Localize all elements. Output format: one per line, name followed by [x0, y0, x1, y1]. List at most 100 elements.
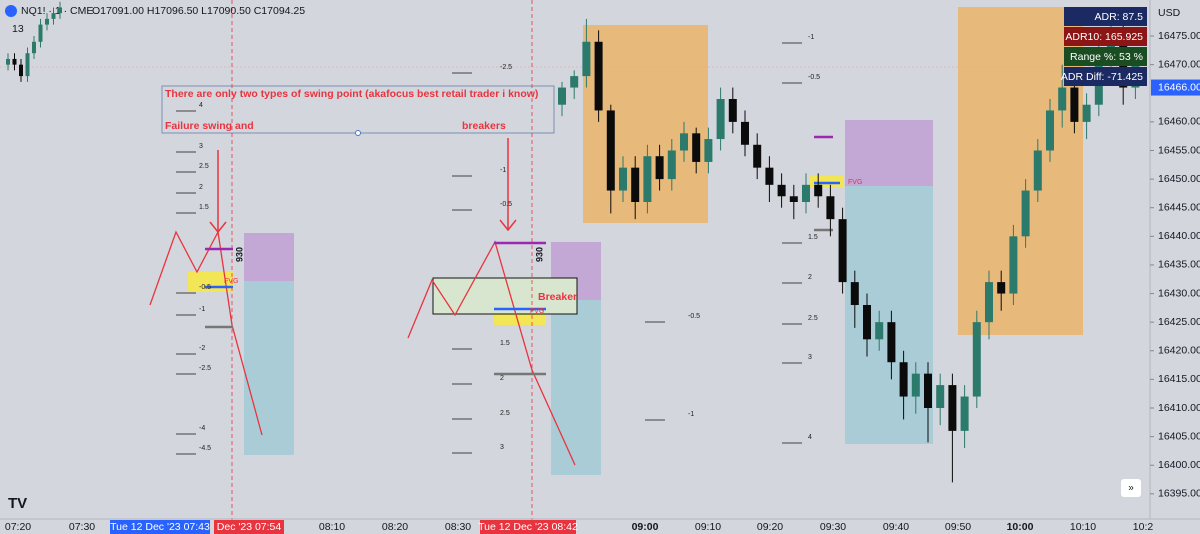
fib-label: 1.5 [808, 234, 818, 241]
candle-body [594, 41, 603, 111]
fib-label: -1 [808, 34, 814, 41]
time-marker-label: Tue 12 Dec '23 07:43 [110, 521, 210, 533]
candle-body [985, 282, 993, 323]
x-tick-label: 10:10 [1070, 521, 1096, 533]
candle-body [789, 196, 798, 202]
candle-body [6, 58, 10, 65]
swing-path [407, 240, 576, 466]
arrow [209, 221, 227, 234]
candle-body [45, 18, 49, 25]
scroll-button[interactable] [1121, 479, 1141, 497]
candle-body [777, 184, 786, 197]
y-tick-label: 16395.00 [1158, 488, 1200, 500]
x-tick-label: 09:30 [820, 521, 846, 533]
fib-label: 2.5 [808, 315, 818, 322]
fib-label: 1.5 [199, 204, 209, 211]
candle-body [960, 396, 969, 431]
candle-body [875, 322, 884, 340]
candle-body [692, 133, 701, 162]
fib-label: -1 [500, 167, 506, 174]
discount-box [845, 186, 933, 444]
headline: There are only two types of swing point … [165, 88, 538, 100]
candle-body [570, 76, 579, 88]
candle-body [1082, 104, 1091, 122]
indicator-count: 13 [12, 23, 24, 35]
fib-label: 2 [808, 274, 812, 281]
candle-body [997, 282, 1006, 294]
candle-body [802, 184, 810, 202]
y-tick-label: 16450.00 [1158, 173, 1200, 185]
candle-body [1058, 87, 1067, 111]
candle-body [1021, 190, 1030, 237]
scroll-icon[interactable]: » [1128, 483, 1134, 494]
candle-body [863, 304, 871, 340]
candle-body [911, 373, 920, 397]
candle-body [887, 322, 896, 363]
y-tick-label: 16470.00 [1158, 58, 1200, 70]
session-box [958, 7, 1083, 335]
x-tick-label: 10:2 [1133, 521, 1154, 533]
y-tick-label: 16475.00 [1158, 30, 1200, 42]
candle-body [680, 133, 688, 151]
fib-label: 2.5 [500, 410, 510, 417]
candle-body [1009, 236, 1018, 294]
x-tick-label: 09:40 [883, 521, 909, 533]
candle-body [667, 150, 676, 180]
candle-body [606, 110, 615, 191]
fib-label: -2.5 [199, 365, 211, 372]
stat-cell [1064, 27, 1147, 46]
x-tick-label: 10:00 [1007, 521, 1034, 533]
open-label: 930 [234, 247, 244, 262]
fib-label: 2 [500, 375, 504, 382]
y-tick-label: 16410.00 [1158, 402, 1200, 414]
fib-label: 4 [808, 434, 812, 441]
fib-label: -1 [688, 411, 694, 418]
candle-body [38, 24, 43, 42]
stat-cell [1064, 67, 1147, 86]
candle-body [728, 98, 737, 122]
candle-body [631, 167, 640, 202]
open-label: 930 [534, 247, 544, 262]
candle-body [643, 156, 652, 202]
y-tick-label: 16405.00 [1158, 430, 1200, 442]
y-tick-label: 16425.00 [1158, 316, 1200, 328]
candle-body [924, 373, 932, 408]
y-tick-label: 16460.00 [1158, 116, 1200, 128]
y-tick-label: 16415.00 [1158, 373, 1200, 385]
premium-box [845, 120, 933, 186]
candle-body [899, 362, 908, 397]
x-tick-label: 07:30 [69, 521, 95, 533]
candle-body [32, 41, 36, 54]
candle-body [826, 196, 835, 220]
candle-body [655, 156, 664, 180]
candle-body [948, 385, 957, 431]
candle-body [936, 385, 945, 408]
candle-body [1070, 87, 1079, 122]
note: breakers [462, 120, 506, 132]
fvg-label: FVG [530, 308, 544, 315]
fib-label: -2.5 [500, 64, 512, 71]
candle-body [704, 139, 713, 162]
candle-body [838, 219, 847, 283]
candle-body [972, 322, 981, 397]
y-tick-label: 16435.00 [1158, 259, 1200, 271]
time-marker [480, 520, 576, 534]
fib-label: 3 [500, 444, 504, 451]
discount-box [551, 300, 601, 475]
candle-body [850, 282, 859, 305]
candle-body [1033, 150, 1042, 191]
logo [5, 5, 17, 17]
currency: USD [1158, 7, 1181, 19]
premium-box [244, 233, 294, 281]
stat-text: ADR Diff: -71.425 [1061, 71, 1143, 83]
candle-body [1046, 110, 1054, 151]
stat-text: Range %: 53 % [1070, 51, 1143, 63]
y-tick-label: 16455.00 [1158, 144, 1200, 156]
x-tick-label: 07:20 [5, 521, 31, 533]
x-tick-label: 09:20 [757, 521, 783, 533]
candle-body [765, 167, 774, 185]
discount-box [244, 281, 294, 455]
y-tick-label: 16430.00 [1158, 287, 1200, 299]
swing-path [149, 229, 263, 436]
